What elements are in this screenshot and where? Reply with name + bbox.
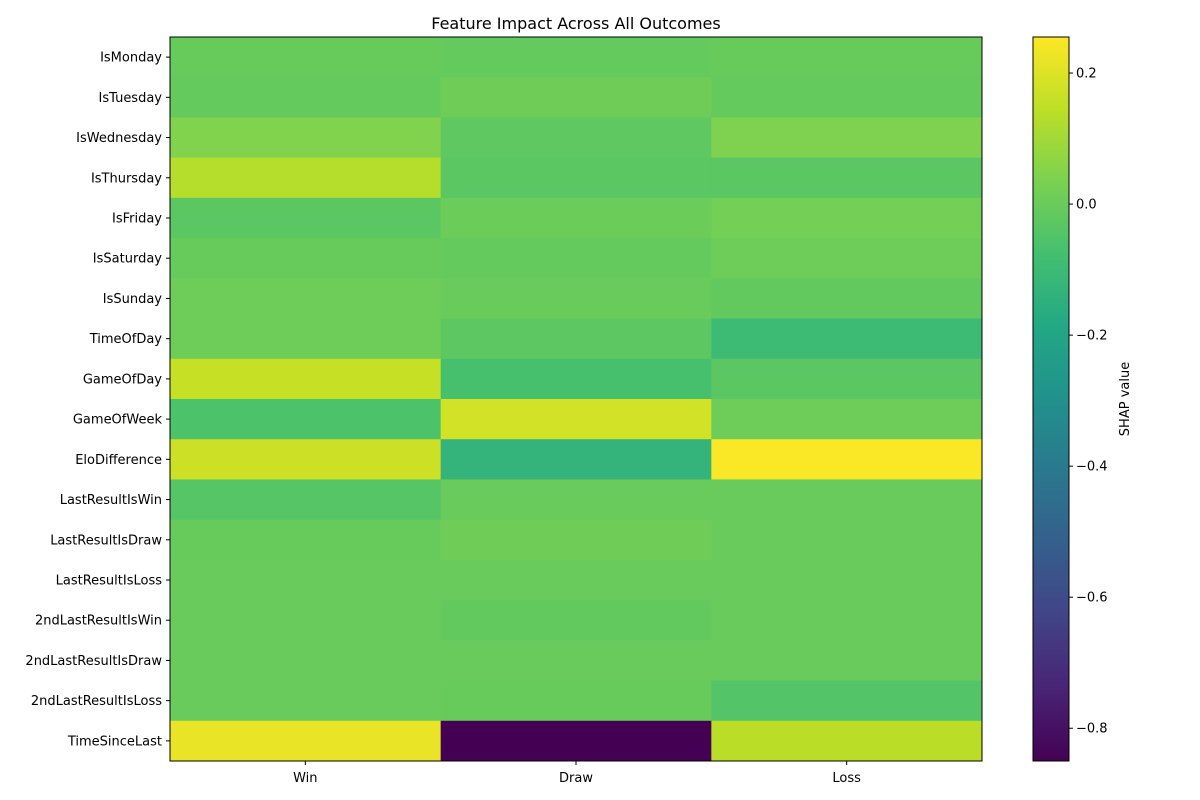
column-tick-label: Draw (559, 771, 593, 786)
heatmap-cell (711, 399, 983, 440)
heatmap-cell (440, 157, 712, 199)
row-tick-label: 2ndLastResultIsWin (35, 614, 162, 629)
row-tick-label: IsTuesday (99, 91, 163, 106)
row-tick-label: IsThursday (91, 171, 162, 186)
heatmap-cell (170, 600, 442, 641)
colorbar-tick-label: 0.2 (1076, 67, 1097, 82)
row-tick-label: GameOfDay (83, 372, 162, 387)
heatmap-cell (440, 680, 712, 722)
column-tick-label: Loss (832, 771, 861, 786)
heatmap-cell (440, 600, 712, 641)
colorbar-frame (1032, 36, 1070, 762)
colorbar-tick-label: −0.8 (1076, 722, 1108, 737)
row-tick-label: LastResultIsDraw (50, 533, 162, 548)
colorbar-tick-label: −0.4 (1076, 460, 1108, 475)
chart-title: Feature Impact Across All Outcomes (431, 14, 720, 33)
heatmap-cell (440, 640, 712, 682)
row-tick-label: 2ndLastResultIsDraw (25, 654, 162, 669)
heatmap-cell (440, 37, 712, 78)
row-tick-label: TimeSinceLast (67, 734, 162, 749)
heatmap-cell (170, 479, 442, 521)
heatmap-cell (440, 439, 712, 480)
colorbar (1033, 37, 1069, 761)
heatmap-cell (440, 117, 712, 159)
colorbar-ticks: 0.2 0.0 −0.2 −0.4 −0.6 −0.8 (1069, 67, 1108, 737)
heatmap-cell (711, 358, 983, 400)
heatmap-cell (440, 519, 712, 561)
heatmap-cell (711, 197, 983, 239)
heatmap-cell (170, 157, 442, 199)
heatmap-cell (440, 720, 712, 762)
heatmap-cell (440, 278, 712, 320)
heatmap-cell (170, 640, 442, 682)
heatmap-cell (170, 318, 442, 360)
row-tick-label: 2ndLastResultIsLoss (31, 694, 162, 709)
heatmap-cell (711, 479, 983, 521)
heatmap-cell (170, 439, 442, 480)
heatmap-cell (711, 117, 983, 159)
row-tick-label: IsSaturday (93, 252, 162, 267)
heatmap-cell (440, 559, 712, 601)
row-tick-label: EloDifference (75, 453, 162, 468)
column-tick-labels: Win Draw Loss (293, 761, 861, 786)
heatmap-cell (711, 519, 983, 561)
heatmap-cell (170, 519, 442, 561)
heatmap-cell (711, 600, 983, 641)
heatmap-cell (711, 238, 983, 279)
heatmap-cell (440, 399, 712, 440)
heatmap-cell (440, 77, 712, 118)
heatmap-cell (440, 479, 712, 521)
row-tick-labels: IsMonday IsTuesday IsWednesday IsThursday Is… (25, 51, 170, 749)
heatmap-cell (440, 318, 712, 360)
row-tick-label: IsSunday (103, 292, 163, 307)
heatmap-cell (711, 439, 983, 480)
heatmap-cell (170, 399, 442, 440)
row-tick-label: LastResultIsLoss (56, 574, 163, 589)
colorbar-tick-label: 0.0 (1076, 198, 1097, 213)
colorbar-tick-label: −0.2 (1076, 329, 1108, 344)
heatmap-cell (711, 318, 983, 360)
heatmap-cell (170, 720, 442, 762)
row-tick-label: IsWednesday (76, 131, 162, 146)
colorbar-tick-label: −0.6 (1076, 591, 1108, 606)
heatmap-cell (711, 559, 983, 601)
row-tick-label: LastResultIsWin (60, 493, 162, 508)
heatmap-cell (711, 37, 983, 78)
row-tick-label: IsFriday (112, 212, 162, 227)
heatmap-cell (711, 720, 983, 762)
heatmap-cell (711, 157, 983, 199)
heatmap-cell (711, 77, 983, 118)
heatmap-cell (711, 680, 983, 722)
row-tick-label: TimeOfDay (89, 332, 163, 347)
row-tick-label: IsMonday (100, 51, 162, 66)
heatmap-cell (170, 77, 442, 118)
heatmap-cell (440, 358, 712, 400)
heatmap-cell (440, 238, 712, 279)
heatmap-cell (170, 278, 442, 320)
heatmap-cell (170, 37, 442, 78)
heatmap-cell (170, 680, 442, 722)
heatmap-cell (170, 197, 442, 239)
heatmap-cell (170, 238, 442, 279)
heatmap-cell (711, 278, 983, 320)
heatmap-cell (440, 197, 712, 239)
heatmap-cell (711, 640, 983, 682)
heatmap-cell (170, 559, 442, 601)
column-tick-label: Win (293, 771, 317, 786)
heatmap-cell (170, 117, 442, 159)
row-tick-label: GameOfWeek (73, 413, 163, 428)
heatmap-cell (170, 358, 442, 400)
colorbar-label: SHAP value (1118, 362, 1133, 436)
heatmap-cells (170, 37, 983, 762)
